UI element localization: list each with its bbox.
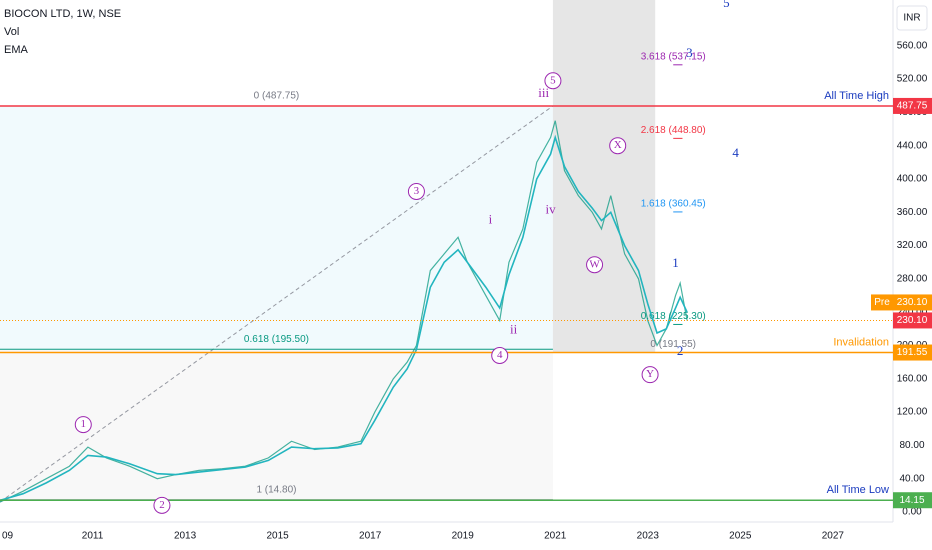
y-tick-label: 240.00 xyxy=(897,307,928,318)
fib-extension-label: 3.618 (537.15) xyxy=(641,51,706,62)
wave-label: 5 xyxy=(550,74,556,86)
x-tick-label: 2015 xyxy=(266,531,289,542)
y-tick-label: 280.00 xyxy=(897,274,928,285)
y-tick-label: 560.00 xyxy=(897,40,928,51)
fib-extension-label: 0 (191.55) xyxy=(650,339,696,350)
wave-circle xyxy=(491,346,509,364)
wave-label: W xyxy=(589,258,600,270)
y-tick-label: 320.00 xyxy=(897,240,928,251)
y-tick-label: 80.00 xyxy=(899,440,924,451)
wave-circle xyxy=(641,366,659,384)
trendline xyxy=(0,105,554,503)
price-tag-box xyxy=(893,97,932,114)
x-tick-label: 2013 xyxy=(174,531,197,542)
price-tag-box xyxy=(893,344,932,361)
shade xyxy=(0,105,553,350)
price-axis xyxy=(893,0,932,550)
y-tick-label: 520.00 xyxy=(897,74,928,85)
wave-label: X xyxy=(614,139,622,151)
fib-label: 1 (14.80) xyxy=(256,484,296,495)
y-tick-label: 40.00 xyxy=(899,473,924,484)
price-tag-name: Pre xyxy=(874,297,890,308)
price-tag-box xyxy=(871,294,932,311)
x-tick-label: 2017 xyxy=(359,531,382,542)
x-tick-label: 09 xyxy=(2,531,14,542)
wave-label: 1 xyxy=(672,255,679,270)
currency[interactable]: INR xyxy=(903,13,920,24)
level-name: All Time High xyxy=(824,90,889,102)
x-tick-label: 2021 xyxy=(544,531,567,542)
fib-extension-label: 2.618 (448.80) xyxy=(641,125,706,136)
y-tick-label: 360.00 xyxy=(897,207,928,218)
wave-label: 4 xyxy=(732,145,739,160)
price-tag: 487.75 xyxy=(897,101,928,112)
wave-label: 4 xyxy=(497,349,503,361)
y-tick-label: 400.00 xyxy=(897,174,928,185)
y-tick-label: 0.00 xyxy=(902,507,922,518)
price-tag: 230.10 xyxy=(897,315,928,326)
price-tag: 230.10 xyxy=(897,297,928,308)
wave-circle xyxy=(609,137,627,155)
wave-label: 3 xyxy=(686,45,693,60)
symbol: BIOCON LTD, 1W, NSE xyxy=(4,8,121,20)
wave-label: 1 xyxy=(81,418,87,430)
x-tick-label: 2027 xyxy=(822,531,845,542)
wave-circle xyxy=(586,256,604,274)
level-name: All Time Low xyxy=(827,484,889,496)
wave-circle xyxy=(153,496,171,514)
price-tag: 191.55 xyxy=(897,347,928,358)
wave-label: iii xyxy=(538,85,549,100)
fib-extension-label: 1.618 (360.45) xyxy=(641,199,706,210)
fib-label: 0 (487.75) xyxy=(254,91,300,102)
indicator: EMA xyxy=(4,44,29,56)
y-tick-label: 440.00 xyxy=(897,140,928,151)
x-tick-label: 2025 xyxy=(729,531,752,542)
price-tag-box xyxy=(893,312,932,329)
indicator: Vol xyxy=(4,26,19,38)
wave-circle xyxy=(407,182,425,200)
y-tick-label: 160.00 xyxy=(897,373,928,384)
wave-label: 3 xyxy=(414,185,420,197)
fib-extension-label: 0.618 (225.30) xyxy=(641,311,706,322)
wave-label: iv xyxy=(546,202,557,217)
price-tag: 14.15 xyxy=(899,495,924,506)
wave-label: 2 xyxy=(677,343,684,358)
wave-circle xyxy=(74,416,92,434)
wave-label: 2 xyxy=(159,499,165,511)
currency-button[interactable] xyxy=(896,5,928,31)
x-tick-label: 2019 xyxy=(452,531,475,542)
wave-label: ii xyxy=(510,322,518,337)
wave-circle xyxy=(544,72,562,90)
wave-label: i xyxy=(489,212,493,227)
x-tick-label: 2023 xyxy=(637,531,660,542)
wave-label: Y xyxy=(646,368,654,380)
series-line xyxy=(0,134,688,502)
x-tick-label: 2011 xyxy=(82,531,104,542)
fib-label: 0.618 (195.50) xyxy=(244,334,309,345)
y-tick-label: 120.00 xyxy=(897,407,928,418)
price-tag-box xyxy=(893,492,932,509)
shade xyxy=(0,349,553,500)
level-name: Invalidation xyxy=(833,336,889,348)
wave-label: 5 xyxy=(723,0,730,10)
